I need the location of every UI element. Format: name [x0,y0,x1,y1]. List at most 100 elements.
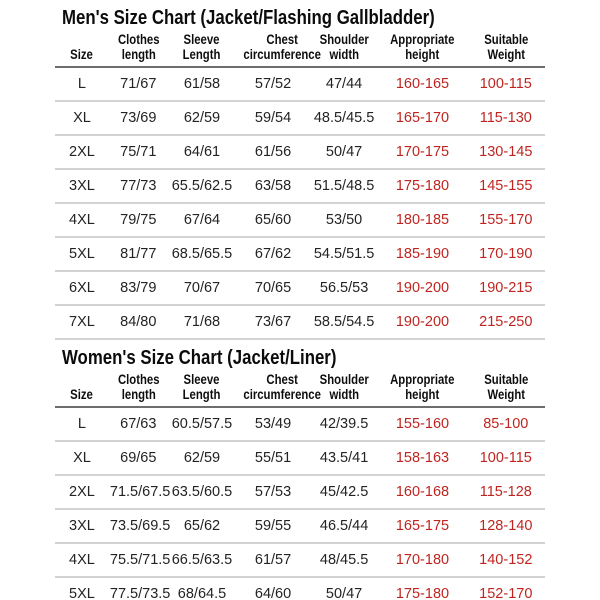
table-row: XL 73/69 62/59 59/54 48.5/45.5 165-170 115-130 [55,101,545,137]
value-cell: 190-200 [378,271,467,307]
value-cell: 50/47 [309,577,379,600]
size-cell: XL [55,101,109,137]
value-cell: 66.5/63.5 [167,543,237,579]
value-cell: 53/49 [236,407,310,443]
value-cell: 115-130 [466,101,545,137]
value-cell: 67/63 [108,407,168,443]
value-cell: 57/52 [236,67,310,103]
value-cell: 73/69 [108,101,168,137]
value-cell: 62/59 [167,101,237,137]
value-cell: 84/80 [108,305,168,341]
value-cell: 77/73 [108,169,168,205]
womens-chart-title-text: Women's Size Chart (Jacket/Liner) [62,347,337,370]
value-cell: 130-145 [466,135,545,171]
size-cell: 5XL [55,577,109,600]
column-header-label: Clothes length [117,372,160,403]
size-cell: 4XL [55,543,109,579]
column-header: Shoulder width [309,32,379,69]
value-cell: 85-100 [466,407,545,443]
size-cell: L [55,67,109,103]
womens-chart-title: Women's Size Chart (Jacket/Liner) [0,340,600,372]
value-cell: 160-165 [378,67,467,103]
womens-table-body: L 67/63 60.5/57.5 53/49 42/39.5 155-160 85-100… [55,407,545,600]
column-header-label: Size [70,387,94,403]
value-cell: 68.5/65.5 [167,237,237,273]
value-cell: 180-185 [378,203,467,239]
value-cell: 75/71 [108,135,168,171]
value-cell: 65/62 [167,509,237,545]
column-header-label: Suitable Weight [483,32,528,63]
value-cell: 75.5/71.5 [108,543,170,579]
value-cell: 61/57 [236,543,310,579]
header-row: Size Clothes length Sleeve Length Chest circum… [55,32,545,69]
value-cell: 175-180 [378,169,467,205]
value-cell: 83/79 [108,271,168,307]
value-cell: 63.5/60.5 [167,475,237,511]
value-cell: 42/39.5 [309,407,379,443]
value-cell: 71/67 [108,67,168,103]
column-header: Chest circumference [236,32,321,69]
value-cell: 79/75 [108,203,168,239]
column-header: Sleeve Length [167,32,237,69]
value-cell: 60.5/57.5 [167,407,237,443]
value-cell: 165-170 [378,101,467,137]
value-cell: 100-115 [466,67,545,103]
column-header-label: Sleeve Length [183,372,221,403]
value-cell: 190-215 [466,271,545,307]
table-row: 6XL 83/79 70/67 70/65 56.5/53 190-200 190-215 [55,271,545,307]
column-header-label: Sleeve Length [183,32,221,63]
column-header-label: Chest circumference [243,32,322,63]
column-header: Shoulder width [309,372,379,409]
value-cell: 67/64 [167,203,237,239]
value-cell: 165-175 [378,509,467,545]
column-header-label: Suitable Weight [483,372,528,403]
value-cell: 158-163 [378,441,467,477]
value-cell: 215-250 [466,305,545,341]
value-cell: 100-115 [466,441,545,477]
table-row: 2XL 71.5/67.5 63.5/60.5 57/53 45/42.5 160-168… [55,475,545,511]
value-cell: 140-152 [466,543,545,579]
value-cell: 61/58 [167,67,237,103]
column-header: Appropriate height [378,372,467,409]
table-row: 4XL 75.5/71.5 66.5/63.5 61/57 48/45.5 170-180… [55,543,545,579]
value-cell: 170-175 [378,135,467,171]
value-cell: 67/62 [236,237,310,273]
womens-size-table: Size Clothes length Sleeve Length Chest circum… [55,372,545,600]
value-cell: 69/65 [108,441,168,477]
size-cell: L [55,407,109,443]
value-cell: 81/77 [108,237,168,273]
value-cell: 70/67 [167,271,237,307]
column-header: Size [55,32,109,69]
value-cell: 61/56 [236,135,310,171]
size-cell: XL [55,441,109,477]
size-cell: 4XL [55,203,109,239]
value-cell: 73/67 [236,305,310,341]
value-cell: 48.5/45.5 [309,101,379,137]
value-cell: 170-180 [378,543,467,579]
value-cell: 73.5/69.5 [108,509,170,545]
column-header-label: Shoulder width [319,372,369,403]
value-cell: 64/60 [236,577,310,600]
value-cell: 155-170 [466,203,545,239]
value-cell: 145-155 [466,169,545,205]
value-cell: 53/50 [309,203,379,239]
column-header: Chest circumference [236,372,321,409]
column-header-label: Size [70,47,94,63]
column-header: Appropriate height [378,32,467,69]
column-header: Clothes length [108,32,168,69]
table-row: L 71/67 61/58 57/52 47/44 160-165 100-115 [55,67,545,103]
mens-size-table: Size Clothes length Sleeve Length Chest circum… [55,32,545,341]
value-cell: 64/61 [167,135,237,171]
value-cell: 128-140 [466,509,545,545]
value-cell: 56.5/53 [309,271,379,307]
value-cell: 47/44 [309,67,379,103]
table-row: 4XL 79/75 67/64 65/60 53/50 180-185 155-170 [55,203,545,239]
value-cell: 68/64.5 [167,577,237,600]
value-cell: 59/54 [236,101,310,137]
value-cell: 175-180 [378,577,467,600]
value-cell: 71.5/67.5 [108,475,170,511]
mens-size-chart-section: Men's Size Chart (Jacket/Flashing Gallbl… [55,8,545,341]
value-cell: 155-160 [378,407,467,443]
value-cell: 190-200 [378,305,467,341]
